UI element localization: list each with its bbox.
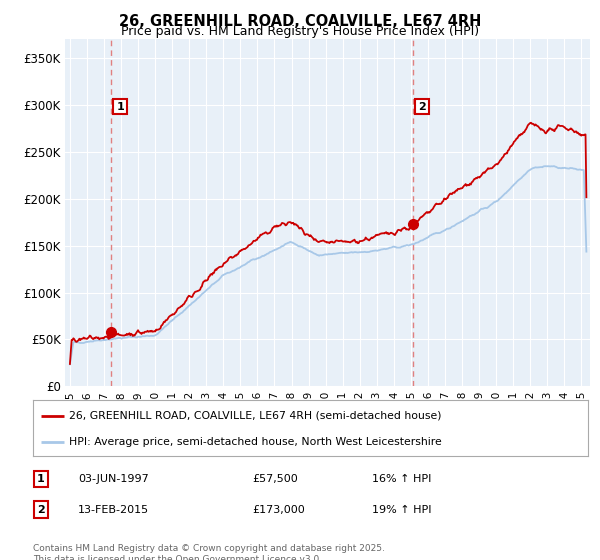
Text: 16% ↑ HPI: 16% ↑ HPI	[372, 474, 431, 484]
Text: HPI: Average price, semi-detached house, North West Leicestershire: HPI: Average price, semi-detached house,…	[69, 437, 442, 447]
Text: £173,000: £173,000	[252, 505, 305, 515]
Text: 03-JUN-1997: 03-JUN-1997	[78, 474, 149, 484]
Text: 1: 1	[37, 474, 44, 484]
Text: 19% ↑ HPI: 19% ↑ HPI	[372, 505, 431, 515]
Text: Price paid vs. HM Land Registry's House Price Index (HPI): Price paid vs. HM Land Registry's House …	[121, 25, 479, 38]
Text: 2: 2	[37, 505, 44, 515]
Text: 1: 1	[116, 101, 124, 111]
Text: 2: 2	[418, 101, 426, 111]
Text: £57,500: £57,500	[252, 474, 298, 484]
Text: 26, GREENHILL ROAD, COALVILLE, LE67 4RH (semi-detached house): 26, GREENHILL ROAD, COALVILLE, LE67 4RH …	[69, 410, 442, 421]
Text: Contains HM Land Registry data © Crown copyright and database right 2025.
This d: Contains HM Land Registry data © Crown c…	[33, 544, 385, 560]
Text: 26, GREENHILL ROAD, COALVILLE, LE67 4RH: 26, GREENHILL ROAD, COALVILLE, LE67 4RH	[119, 14, 481, 29]
Text: 13-FEB-2015: 13-FEB-2015	[78, 505, 149, 515]
